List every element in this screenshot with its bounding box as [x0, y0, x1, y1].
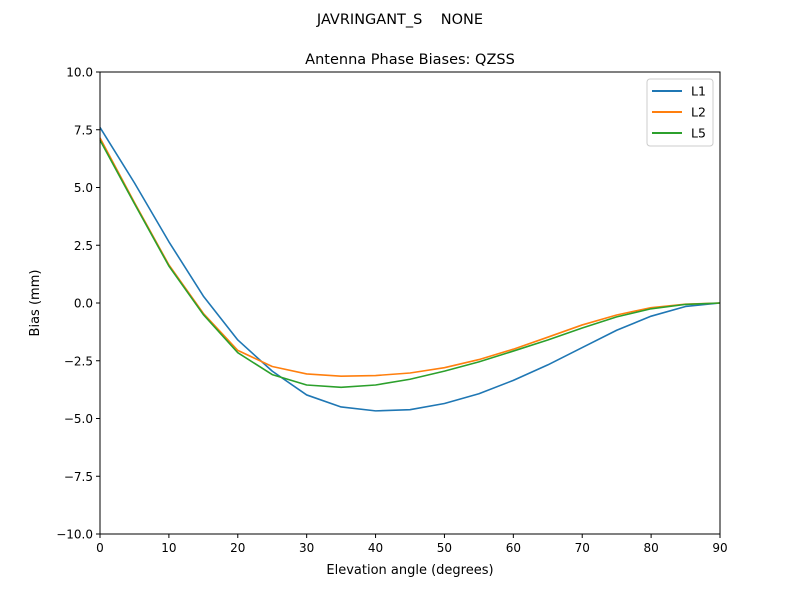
x-tick-label: 10	[161, 541, 176, 555]
y-tick-label: 5.0	[74, 181, 93, 195]
y-tick-label: 7.5	[74, 123, 93, 137]
y-axis-label: Bias (mm)	[28, 270, 43, 337]
x-tick-label: 60	[506, 541, 521, 555]
x-tick-label: 0	[96, 541, 104, 555]
x-tick-label: 40	[368, 541, 383, 555]
y-axis-ticks: 10.0 7.5 5.0 2.5 0.0 −2.5 −5.0 −7.5 −10.0	[56, 66, 100, 542]
x-tick-label: 90	[712, 541, 727, 555]
series-lines	[99, 127, 721, 412]
y-tick-label: 0.0	[74, 297, 93, 311]
series-line-l5	[99, 139, 721, 389]
figure-suptitle: JAVRINGANT_S NONE	[316, 12, 483, 28]
y-tick-label: −2.5	[64, 354, 93, 368]
x-axis-label: Elevation angle (degrees)	[326, 563, 493, 578]
x-tick-label: 80	[643, 541, 658, 555]
y-tick-label: 2.5	[74, 239, 93, 253]
y-tick-label: −5.0	[64, 412, 93, 426]
legend-label-l1: L1	[691, 84, 706, 99]
y-tick-label: −10.0	[56, 528, 93, 542]
x-tick-label: 50	[437, 541, 452, 555]
legend-label-l5: L5	[691, 126, 706, 141]
plot-area	[100, 72, 720, 534]
plot-frame	[99, 71, 721, 535]
series-line-l1	[99, 127, 721, 412]
x-axis-ticks: 0 10 20 30 40 50 60 70 80 90	[96, 534, 728, 555]
y-tick-label: −7.5	[64, 470, 93, 484]
x-tick-label: 70	[575, 541, 590, 555]
x-tick-label: 20	[230, 541, 245, 555]
legend: L1 L2 L5	[646, 78, 714, 147]
x-tick-label: 30	[299, 541, 314, 555]
legend-label-l2: L2	[691, 105, 706, 120]
chart-title: Antenna Phase Biases: QZSS	[305, 52, 515, 68]
y-tick-label: 10.0	[66, 66, 93, 80]
plot-background	[100, 72, 720, 534]
